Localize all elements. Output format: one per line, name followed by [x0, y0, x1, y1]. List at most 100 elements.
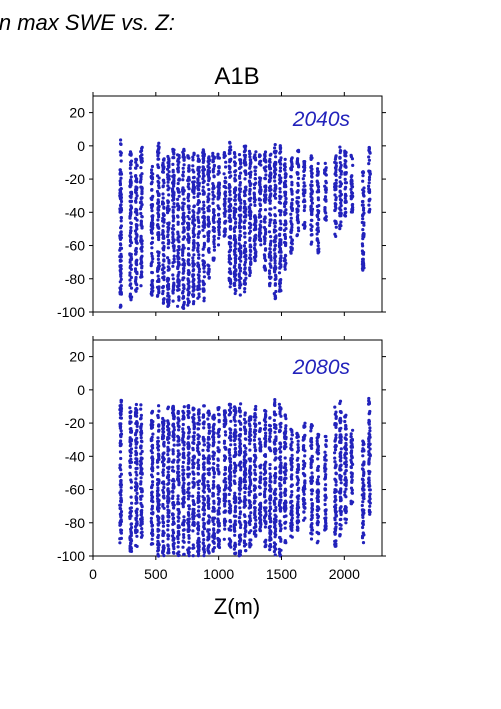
data-point — [309, 233, 313, 237]
data-point — [232, 213, 236, 217]
data-point — [128, 454, 133, 458]
data-point — [176, 248, 180, 252]
data-point — [128, 406, 132, 410]
data-point — [182, 258, 186, 263]
data-point — [186, 487, 190, 491]
data-point — [302, 223, 306, 227]
data-point — [135, 180, 139, 184]
data-point — [187, 217, 191, 221]
data-point — [161, 529, 165, 533]
data-point — [171, 538, 175, 542]
data-point — [118, 537, 122, 541]
data-point — [268, 160, 272, 164]
data-point — [118, 203, 123, 208]
data-point — [191, 256, 195, 260]
data-point — [186, 482, 190, 486]
data-point — [182, 215, 186, 219]
data-point — [161, 533, 165, 538]
data-point — [273, 261, 277, 265]
data-point — [212, 501, 216, 505]
data-point — [334, 206, 338, 210]
data-point — [228, 285, 232, 289]
data-point — [254, 524, 258, 528]
data-point — [238, 233, 242, 237]
data-point — [177, 194, 181, 198]
data-point — [284, 200, 288, 204]
data-point — [301, 177, 305, 181]
data-point — [129, 221, 133, 225]
data-point — [171, 162, 175, 166]
data-point — [176, 214, 180, 218]
data-point — [119, 230, 123, 234]
data-point — [296, 172, 300, 176]
data-point — [254, 233, 258, 237]
data-point — [367, 158, 371, 162]
data-point — [196, 527, 201, 531]
data-point — [272, 175, 276, 179]
data-point — [237, 206, 241, 210]
data-point — [229, 474, 233, 479]
data-point — [128, 166, 132, 170]
data-point — [166, 498, 170, 502]
data-point — [162, 457, 166, 461]
data-point — [244, 542, 248, 547]
data-point — [264, 184, 268, 188]
data-point — [186, 154, 190, 158]
data-point — [197, 253, 201, 257]
data-point — [171, 208, 175, 213]
data-point — [232, 265, 236, 269]
data-point — [362, 193, 366, 197]
data-point — [166, 514, 170, 518]
data-point — [139, 430, 143, 434]
data-point — [367, 203, 371, 207]
data-point — [243, 260, 247, 264]
data-point — [273, 146, 277, 150]
data-point — [191, 508, 196, 512]
data-point — [166, 230, 170, 234]
data-point — [283, 236, 287, 241]
data-point — [196, 483, 200, 487]
data-point — [177, 458, 181, 462]
data-point — [248, 225, 252, 230]
data-point — [249, 262, 253, 266]
data-point — [274, 229, 278, 233]
data-point — [134, 470, 138, 474]
data-point — [212, 483, 216, 487]
data-point — [201, 541, 205, 545]
data-point — [269, 152, 273, 156]
data-point — [201, 151, 205, 155]
data-point — [223, 207, 227, 211]
data-point — [206, 441, 210, 445]
data-point — [161, 545, 165, 549]
data-point — [310, 188, 314, 192]
data-point — [202, 266, 206, 270]
data-point — [324, 190, 328, 194]
data-point — [150, 254, 154, 258]
data-point — [242, 539, 246, 543]
data-point — [161, 289, 165, 293]
data-point — [139, 413, 143, 417]
data-point — [278, 266, 282, 270]
data-point — [207, 528, 211, 532]
data-point — [202, 296, 206, 300]
data-point — [197, 174, 201, 178]
data-point — [367, 181, 371, 185]
data-point — [129, 532, 133, 536]
data-point — [259, 475, 263, 479]
data-point — [216, 520, 220, 524]
data-point — [128, 150, 133, 154]
data-point — [253, 216, 257, 220]
data-point — [283, 232, 287, 237]
data-point — [197, 208, 201, 212]
data-point — [212, 235, 216, 239]
data-point — [284, 208, 288, 212]
data-point — [177, 262, 181, 267]
data-point — [323, 184, 327, 188]
data-point — [253, 506, 257, 510]
data-point — [254, 518, 258, 522]
data-point — [302, 168, 307, 172]
data-point — [134, 259, 138, 263]
data-point — [118, 506, 122, 510]
data-point — [181, 170, 185, 174]
data-point — [202, 404, 206, 408]
